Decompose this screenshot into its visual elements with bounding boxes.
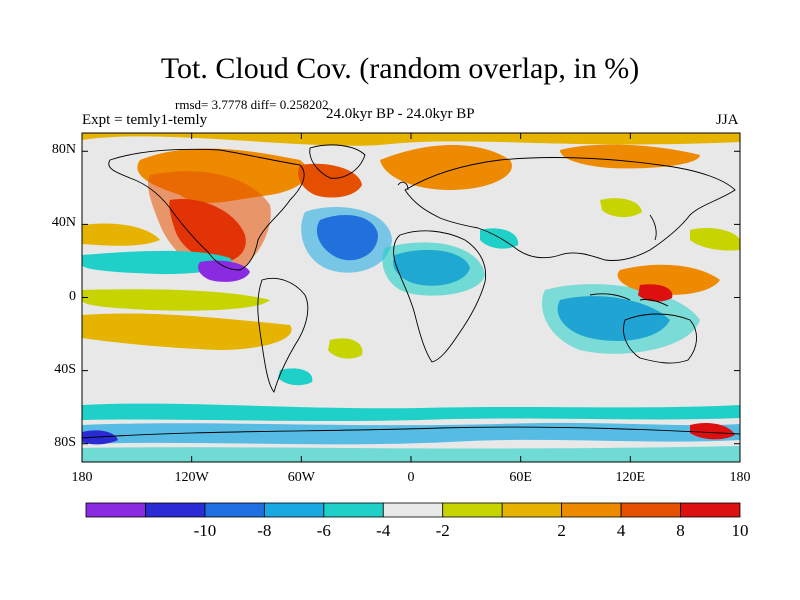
x-tick-label: 60W: [287, 470, 315, 485]
y-tick-label: 80S: [54, 434, 76, 450]
y-tick-label: 40S: [54, 361, 76, 377]
x-tick-label: 120E: [615, 470, 646, 485]
y-tick-label: 40N: [51, 215, 76, 231]
map-title: Tot. Cloud Cov. (random overlap, in %): [160, 52, 640, 85]
colorbar-swatch: [442, 502, 503, 518]
colorbar-label: 8: [676, 521, 685, 540]
colorbar-swatch: [204, 502, 265, 518]
x-tick-label: 60E: [509, 470, 532, 485]
colorbar-swatch: [561, 502, 622, 518]
cloud-anomaly-field: [82, 133, 740, 462]
stats-label: rmsd= 3.7778 diff= 0.258202: [175, 97, 329, 112]
colorbar: [85, 502, 741, 518]
colorbar-swatch: [620, 502, 681, 518]
y-tick-label: 0: [69, 288, 76, 304]
experiment-label: Expt = temly1-temly: [82, 112, 208, 128]
colorbar-swatch: [323, 502, 384, 518]
coastlines: [82, 144, 740, 439]
colorbar-label: 10: [731, 521, 749, 540]
colorbar-label: 2: [557, 521, 566, 540]
colorbar-label: -2: [435, 521, 450, 540]
x-tick-label: 180: [71, 470, 93, 485]
colorbar-swatch: [145, 502, 206, 518]
x-tick-label: 120W: [174, 470, 209, 485]
colorbar-swatch: [501, 502, 563, 518]
colorbar-swatch: [85, 502, 146, 518]
colorbar-swatch: [382, 502, 444, 518]
colorbar-label: 4: [616, 521, 626, 540]
season-label: JJA: [716, 112, 739, 128]
colorbar-label: -8: [257, 521, 272, 540]
colorbar-swatch: [680, 502, 741, 518]
colorbar-label: -4: [376, 521, 391, 540]
x-tick-label: 180: [729, 470, 751, 485]
x-tick-label: 0: [407, 470, 415, 485]
y-tick-label: 80N: [51, 142, 76, 158]
colorbar-label: -10: [193, 521, 217, 540]
period-label: 24.0kyr BP - 24.0kyr BP: [326, 106, 475, 122]
colorbar-label: -6: [316, 521, 331, 540]
map-plot-area: [82, 133, 740, 462]
axis-ticks: [81, 133, 741, 462]
colorbar-swatch: [263, 502, 325, 518]
